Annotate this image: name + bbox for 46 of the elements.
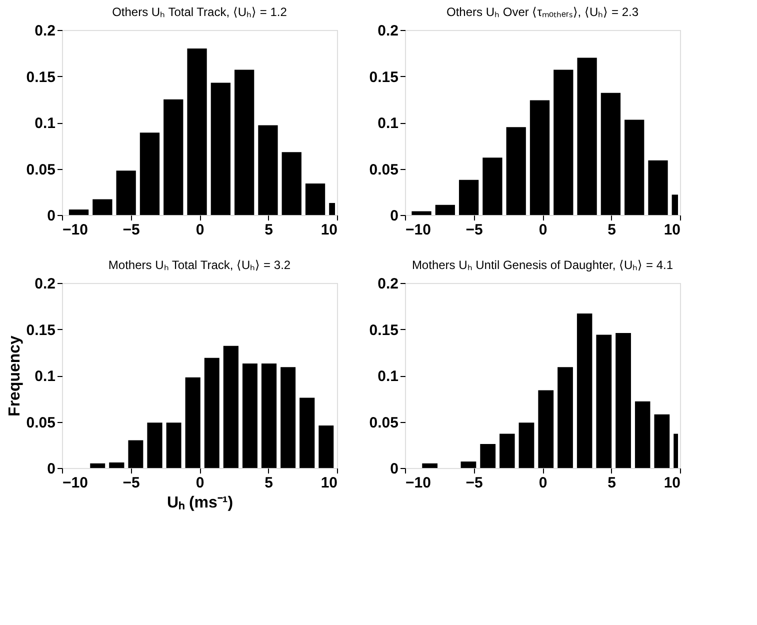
chart-title: Mothers Uₕ Until Genesis of Daughter, ⟨Uₕ⟩ = 4.1	[412, 258, 674, 272]
y-tick-label: 0.05	[369, 161, 398, 178]
x-tick-label: −10	[62, 474, 88, 492]
x-axis-title: Uₕ (ms⁻¹)	[166, 494, 234, 512]
x-tick-label: −5	[466, 474, 483, 492]
y-tick-label: 0.05	[369, 414, 398, 432]
y-tick-label: 0.15	[26, 322, 56, 339]
y-tick-label: 0	[47, 208, 56, 224]
y-tick-label: 0.1	[378, 115, 398, 132]
x-tick-label: −10	[406, 474, 431, 492]
x-tick-label: 0	[196, 222, 204, 238]
y-tick-label: 0.1	[378, 368, 398, 385]
y-tick-label: 0.1	[34, 115, 56, 132]
y-tick-label: 0.2	[34, 22, 56, 40]
y-tick-label: 0	[390, 460, 398, 478]
y-tick-label: 0	[47, 460, 56, 478]
y-axis-title: Frequency	[6, 335, 24, 416]
y-tick-label: 0.15	[369, 68, 398, 86]
x-tick-label: 0	[196, 474, 204, 492]
x-tick-label: 5	[608, 222, 616, 238]
y-tick-label: 0.05	[26, 161, 56, 178]
y-tick-label: 0.2	[34, 276, 56, 292]
chart-title: Mothers Uₕ Total Track, ⟨Uₕ⟩ = 3.2	[108, 258, 291, 272]
x-tick-label: 5	[264, 474, 273, 492]
chart-title: Others Uₕ Total Track, ⟨Uₕ⟩ = 1.2	[112, 5, 288, 19]
chart-title: Others Uₕ Over ⟨τₘₒₜₕₑᵣₛ⟩, ⟨Uₕ⟩ = 2.3	[446, 5, 639, 19]
x-tick-label: 0	[538, 474, 548, 492]
x-tick-label: −10	[62, 222, 88, 238]
y-tick-label: 0.15	[26, 68, 56, 86]
x-tick-label: 10	[320, 474, 338, 492]
y-tick-label: 0.2	[378, 22, 398, 40]
y-tick-label: 0.15	[369, 322, 398, 339]
x-tick-label: −5	[122, 474, 140, 492]
x-tick-label: 5	[264, 222, 273, 238]
x-tick-label: −5	[466, 222, 483, 238]
x-tick-label: 10	[320, 222, 338, 238]
y-tick-label: 0.05	[26, 414, 56, 432]
x-tick-label: 0	[538, 222, 548, 238]
x-tick-label: 10	[664, 474, 680, 492]
y-tick-label: 0.1	[34, 368, 56, 385]
y-tick-label: 0	[390, 208, 398, 224]
x-tick-label: 10	[664, 222, 680, 238]
x-tick-label: 5	[608, 474, 616, 492]
x-tick-label: −5	[122, 222, 140, 238]
x-tick-label: −10	[406, 222, 431, 238]
y-tick-label: 0.2	[378, 276, 398, 292]
